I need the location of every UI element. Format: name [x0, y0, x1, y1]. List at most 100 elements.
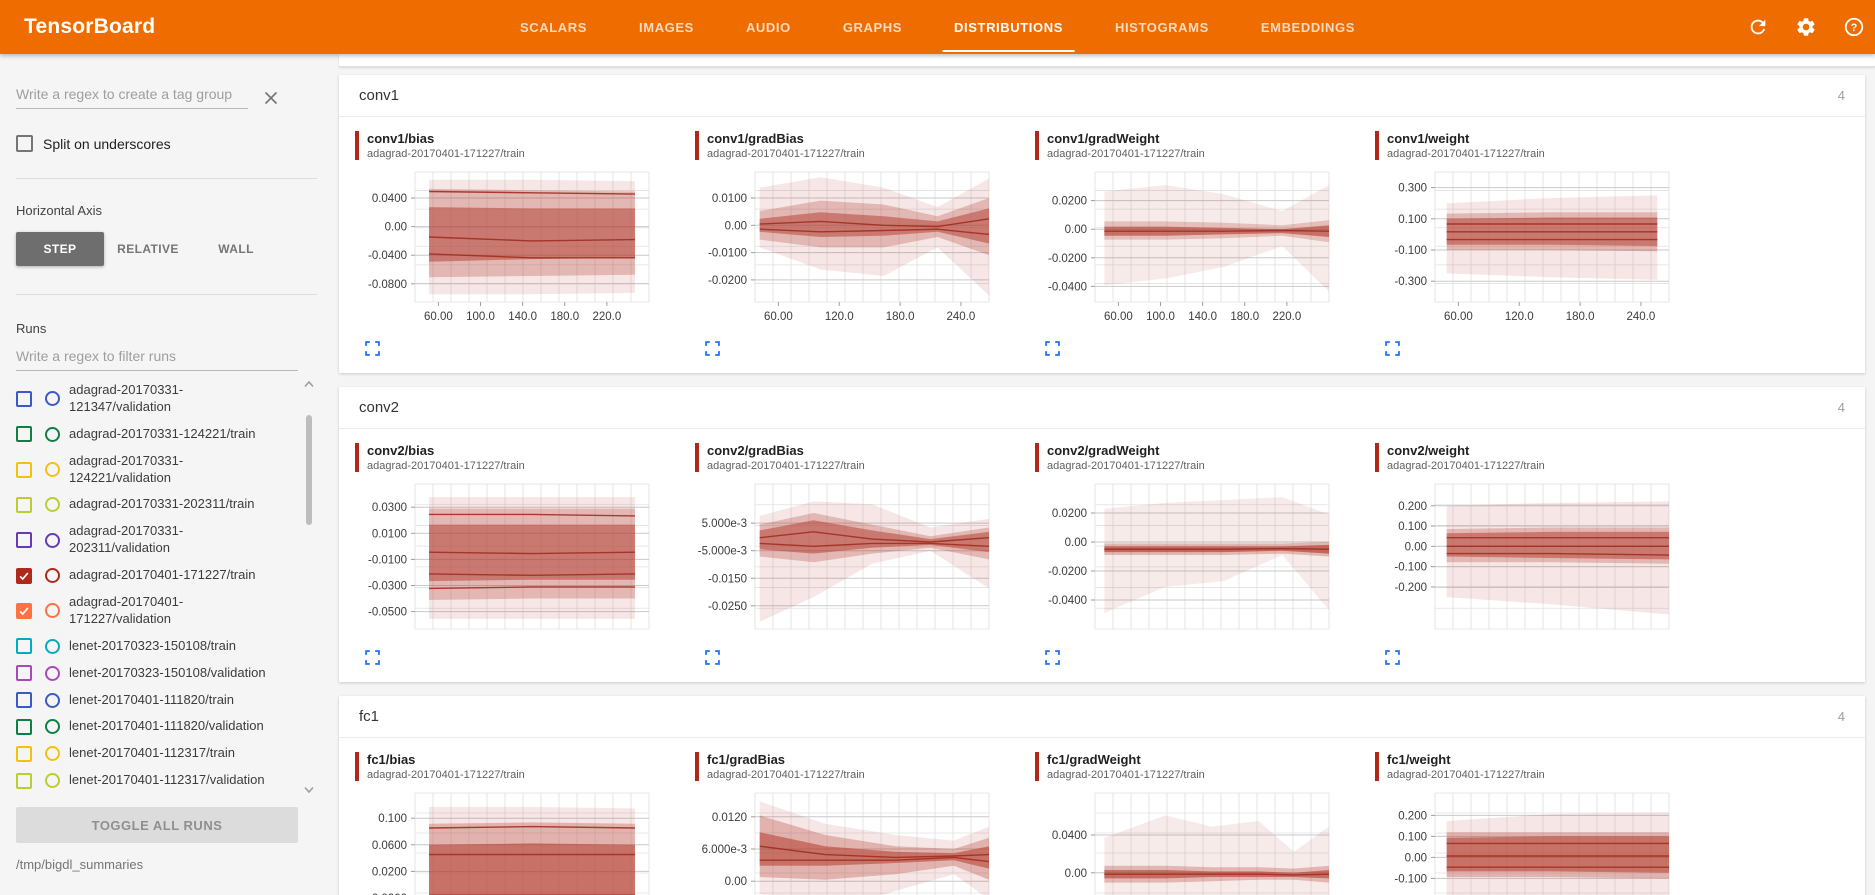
run-label: adagrad-20170331-202311/train: [69, 496, 255, 512]
x-tick-label: 240.0: [1627, 311, 1656, 323]
distribution-plot[interactable]: 0.0100 0.00 -0.0100 -0.0200 60.00 120.0 180.0 2…: [695, 166, 995, 328]
run-checkbox[interactable]: [16, 602, 32, 619]
distribution-band: [1446, 836, 1669, 873]
axis-mode-relative-button[interactable]: RELATIVE: [104, 232, 192, 266]
run-list-item[interactable]: lenet-20170401-111820/train: [16, 687, 295, 714]
distribution-plot[interactable]: 5.000e-3 -5.000e-3 -0.0150 -0.0250: [695, 478, 995, 637]
run-list-item[interactable]: adagrad-20170331-202311/validation: [16, 518, 295, 562]
section-header-conv2[interactable]: conv2 4: [339, 387, 1865, 429]
chart-title: conv1/weight: [1387, 131, 1470, 146]
expand-icon: [1385, 650, 1400, 665]
run-list-item[interactable]: lenet-20170401-111820/validation: [16, 713, 295, 740]
distribution-plot[interactable]: 0.0200 0.00 -0.0200 -0.0400: [1035, 478, 1335, 637]
distribution-median-line: [429, 253, 635, 259]
tab-histograms[interactable]: HISTOGRAMS: [1114, 19, 1209, 35]
help-icon[interactable]: ?: [1843, 16, 1865, 38]
run-list-item[interactable]: adagrad-20170331-124221/validation: [16, 448, 295, 492]
run-radio[interactable]: [45, 638, 60, 654]
distribution-plot[interactable]: 0.0400 0.00 -0.0400 -0.0800 60.00 100.0 140.0 1…: [355, 166, 655, 328]
run-radio[interactable]: [45, 391, 60, 407]
distribution-plot[interactable]: 0.100 0.0600 0.0200 -0.0200: [355, 787, 655, 895]
tag-filter-input[interactable]: [16, 82, 248, 109]
chevron-up-icon[interactable]: [303, 379, 315, 389]
tab-embeddings[interactable]: EMBEDDINGS: [1260, 19, 1355, 35]
chart-run-name: adagrad-20170401-171227/train: [1387, 769, 1545, 781]
runs-filter-input[interactable]: [16, 344, 298, 371]
chevron-down-icon[interactable]: [303, 785, 315, 795]
tab-distributions[interactable]: DISTRIBUTIONS: [928, 0, 1089, 54]
run-radio[interactable]: [45, 462, 60, 478]
expand-chart-button[interactable]: [703, 648, 722, 670]
run-radio[interactable]: [45, 665, 60, 681]
expand-chart-button[interactable]: [363, 339, 382, 361]
run-radio[interactable]: [45, 426, 60, 442]
run-checkbox[interactable]: [16, 692, 32, 709]
y-tick-label: -0.0200: [1048, 253, 1087, 265]
x-tick-label: 220.0: [1272, 311, 1301, 323]
distribution-plot[interactable]: 0.300 0.100 -0.100 -0.300 60.00 120.0 180.0 240…: [1375, 166, 1675, 328]
run-radio[interactable]: [45, 497, 60, 513]
run-list-item[interactable]: adagrad-20170331-121347/validation: [16, 377, 295, 421]
chart-title-row: conv1/gradBias adagrad-20170401-171227/tr…: [695, 131, 1035, 160]
run-list-item[interactable]: lenet-20170401-112317/validation: [16, 767, 295, 794]
expand-chart-button[interactable]: [1043, 648, 1062, 670]
run-checkbox[interactable]: [16, 496, 32, 513]
run-radio[interactable]: [45, 746, 60, 762]
run-radio[interactable]: [45, 603, 60, 619]
section-header-conv1[interactable]: conv1 4: [339, 75, 1865, 117]
axis-mode-wall-button[interactable]: WALL: [192, 232, 280, 266]
run-list-item[interactable]: adagrad-20170401-171227/validation: [16, 589, 295, 633]
expand-chart-button[interactable]: [363, 648, 382, 670]
distribution-plot[interactable]: 0.0120 6.000e-3 0.00: [695, 787, 995, 895]
expand-chart-button[interactable]: [703, 339, 722, 361]
run-color-marker: [1035, 443, 1039, 472]
run-checkbox[interactable]: [16, 772, 32, 789]
settings-gear-icon[interactable]: [1795, 16, 1817, 38]
run-checkbox[interactable]: [16, 390, 32, 407]
distribution-plot[interactable]: 0.200 0.100 0.00 -0.100 -0.200: [1375, 478, 1675, 637]
run-radio[interactable]: [45, 568, 60, 584]
distribution-plot[interactable]: 0.0300 0.0100 -0.0100 -0.0300 -0.0500: [355, 478, 655, 637]
run-radio[interactable]: [45, 719, 60, 735]
run-radio[interactable]: [45, 692, 60, 708]
run-list-item[interactable]: lenet-20170323-150108/train: [16, 633, 295, 660]
expand-chart-button[interactable]: [1383, 648, 1402, 670]
tab-graphs[interactable]: GRAPHS: [842, 19, 903, 35]
run-list-item[interactable]: adagrad-20170331-202311/train: [16, 491, 295, 518]
toggle-all-runs-button[interactable]: TOGGLE ALL RUNS: [16, 807, 298, 843]
axis-mode-step-button[interactable]: STEP: [16, 232, 104, 266]
run-list-item[interactable]: lenet-20170401-112317/train: [16, 740, 295, 767]
x-tick-label: 180.0: [886, 311, 915, 323]
run-checkbox[interactable]: [16, 532, 32, 549]
run-checkbox[interactable]: [16, 426, 32, 443]
run-list-item[interactable]: lenet-20170323-150108/validation: [16, 660, 295, 687]
expand-chart-button[interactable]: [1383, 339, 1402, 361]
split-underscores-checkbox[interactable]: Split on underscores: [16, 135, 321, 152]
tab-audio[interactable]: AUDIO: [745, 19, 791, 35]
run-list-item[interactable]: adagrad-20170331-124221/train: [16, 421, 295, 448]
runs-scrollbar[interactable]: [303, 377, 315, 797]
scrollbar-thumb[interactable]: [306, 415, 312, 525]
distribution-plot[interactable]: 0.200 0.100 0.00 -0.100: [1375, 787, 1675, 895]
run-radio[interactable]: [45, 773, 60, 789]
run-list-item[interactable]: adagrad-20170401-171227/train: [16, 562, 295, 589]
section-header-fc1[interactable]: fc1 4: [339, 696, 1865, 738]
checkbox-box[interactable]: [16, 135, 33, 152]
run-checkbox[interactable]: [16, 638, 32, 655]
distribution-band: [759, 208, 989, 244]
tab-scalars[interactable]: SCALARS: [520, 19, 588, 35]
close-icon[interactable]: [260, 87, 282, 109]
refresh-icon[interactable]: [1747, 16, 1769, 38]
run-radio[interactable]: [45, 532, 60, 548]
run-checkbox[interactable]: [16, 567, 32, 584]
tab-images[interactable]: IMAGES: [639, 19, 694, 35]
distribution-median-line: [759, 845, 990, 859]
y-tick-label: 0.0100: [712, 193, 747, 205]
run-checkbox[interactable]: [16, 461, 32, 478]
expand-chart-button[interactable]: [1043, 339, 1062, 361]
run-checkbox[interactable]: [16, 665, 32, 682]
distribution-plot[interactable]: 0.0200 0.00 -0.0200 -0.0400 60.00 100.0 140.0 1…: [1035, 166, 1335, 328]
run-checkbox[interactable]: [16, 745, 32, 762]
run-checkbox[interactable]: [16, 718, 32, 735]
